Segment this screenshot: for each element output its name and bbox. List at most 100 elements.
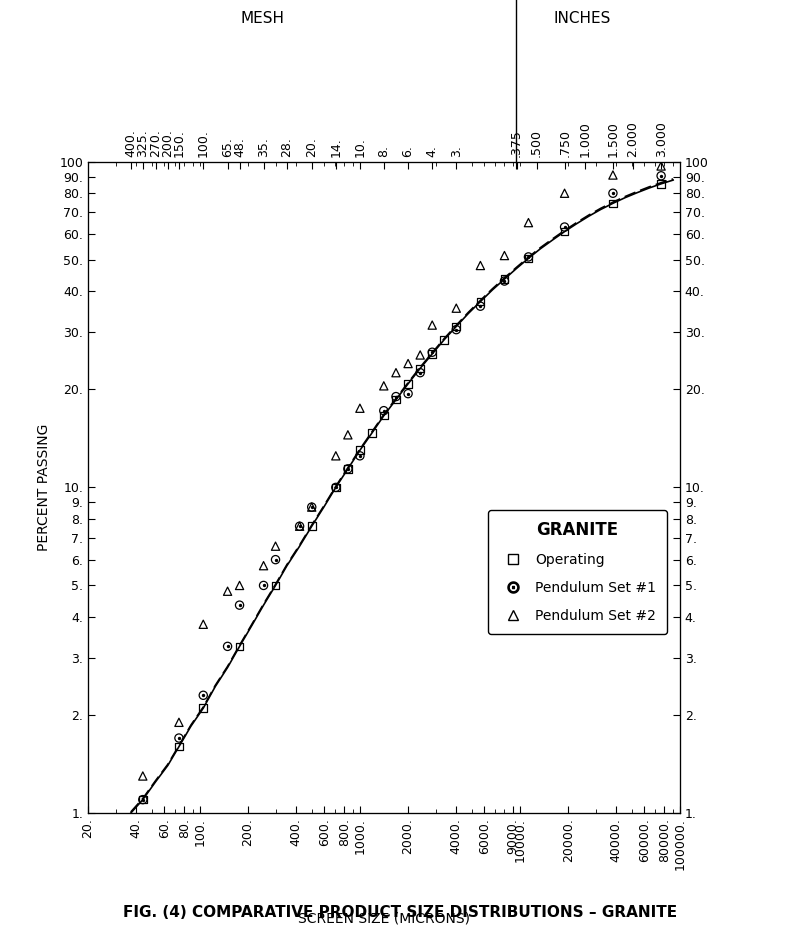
Point: [426, 318, 438, 333]
Point: [450, 322, 462, 338]
Point: [522, 215, 535, 230]
Point: [426, 346, 438, 361]
Point: [269, 538, 282, 553]
Point: [354, 400, 366, 416]
Point: [474, 299, 486, 314]
Point: [558, 185, 571, 201]
Point: [306, 499, 318, 514]
Point: [269, 552, 282, 567]
Y-axis label: PERCENT PASSING: PERCENT PASSING: [37, 424, 51, 551]
Point: [474, 299, 486, 314]
Point: [606, 167, 619, 183]
Point: [294, 518, 306, 534]
Point: [294, 518, 306, 534]
X-axis label: SCREEN SIZE (MICRONS): SCREEN SIZE (MICRONS): [298, 911, 470, 925]
Point: [221, 639, 234, 654]
Point: [378, 408, 390, 423]
Point: [654, 159, 667, 174]
Text: FIG. (4) COMPARATIVE PRODUCT SIZE DISTRIBUTIONS – GRANITE: FIG. (4) COMPARATIVE PRODUCT SIZE DISTRI…: [123, 905, 677, 921]
Text: MESH: MESH: [241, 10, 285, 26]
Point: [498, 271, 511, 286]
Point: [498, 274, 511, 289]
Point: [402, 377, 414, 392]
Point: [450, 319, 462, 334]
Point: [269, 552, 282, 567]
Point: [137, 792, 150, 807]
Point: [233, 597, 246, 612]
Point: [558, 220, 571, 235]
Point: [402, 356, 414, 371]
Point: [606, 185, 619, 201]
Point: [498, 274, 511, 289]
Point: [306, 499, 318, 514]
Point: [438, 332, 450, 347]
Point: [654, 168, 667, 184]
Point: [294, 518, 306, 534]
Legend: Operating, Pendulum Set #1, Pendulum Set #2: Operating, Pendulum Set #1, Pendulum Set…: [488, 510, 667, 634]
Point: [558, 220, 571, 235]
Point: [330, 479, 342, 495]
Point: [654, 168, 667, 184]
Point: [402, 386, 414, 401]
Text: INCHES: INCHES: [554, 10, 611, 26]
Point: [257, 558, 270, 573]
Point: [414, 360, 426, 376]
Point: [233, 597, 246, 612]
Point: [390, 389, 402, 404]
Point: [390, 392, 402, 407]
Point: [654, 176, 667, 191]
Point: [558, 224, 571, 240]
Point: [233, 578, 246, 593]
Point: [342, 427, 354, 442]
Point: [354, 442, 366, 457]
Point: [426, 344, 438, 359]
Point: [173, 730, 186, 746]
Point: [269, 578, 282, 593]
Point: [390, 365, 402, 380]
Point: [257, 578, 270, 593]
Point: [197, 688, 210, 703]
Point: [173, 730, 186, 746]
Point: [474, 294, 486, 309]
Point: [414, 347, 426, 362]
Point: [257, 578, 270, 593]
Point: [137, 792, 150, 807]
Point: [366, 425, 378, 440]
Point: [306, 499, 318, 514]
Point: [354, 448, 366, 463]
Point: [173, 715, 186, 730]
Point: [474, 258, 486, 273]
Point: [197, 688, 210, 703]
Point: [342, 461, 354, 476]
Point: [330, 479, 342, 495]
Point: [414, 365, 426, 380]
Point: [390, 389, 402, 404]
Point: [197, 616, 210, 631]
Point: [197, 701, 210, 716]
Point: [354, 448, 366, 463]
Point: [221, 584, 234, 599]
Point: [233, 639, 246, 654]
Point: [173, 739, 186, 754]
Point: [378, 403, 390, 418]
Point: [330, 479, 342, 495]
Point: [414, 365, 426, 380]
Point: [450, 322, 462, 338]
Point: [522, 251, 535, 266]
Point: [342, 461, 354, 476]
Point: [606, 185, 619, 201]
Point: [137, 768, 150, 784]
Point: [522, 249, 535, 264]
Point: [342, 461, 354, 476]
Point: [330, 448, 342, 463]
Point: [606, 196, 619, 211]
Point: [378, 403, 390, 418]
Point: [221, 639, 234, 654]
Point: [498, 248, 511, 263]
Point: [426, 344, 438, 359]
Point: [450, 301, 462, 316]
Point: [137, 792, 150, 807]
Point: [306, 518, 318, 534]
Point: [522, 249, 535, 264]
Point: [378, 378, 390, 394]
